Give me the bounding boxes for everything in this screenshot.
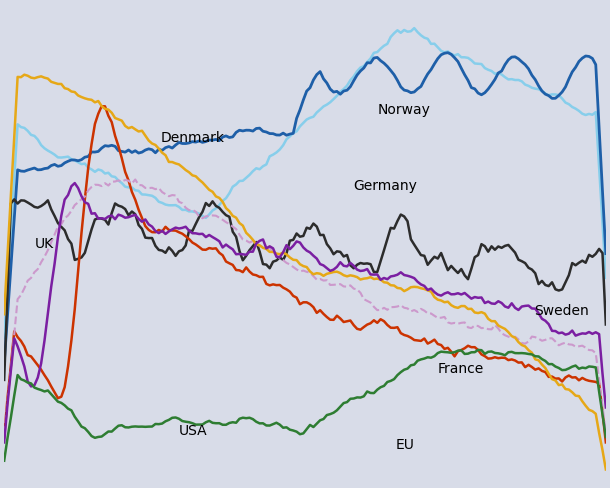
Text: UK: UK xyxy=(34,237,54,251)
Text: France: France xyxy=(437,362,484,376)
Text: Germany: Germany xyxy=(353,180,417,193)
Text: EU: EU xyxy=(395,438,414,452)
Text: Norway: Norway xyxy=(377,102,430,117)
Text: Sweden: Sweden xyxy=(534,304,589,318)
Text: USA: USA xyxy=(179,424,207,438)
Text: Denmark: Denmark xyxy=(160,131,224,145)
